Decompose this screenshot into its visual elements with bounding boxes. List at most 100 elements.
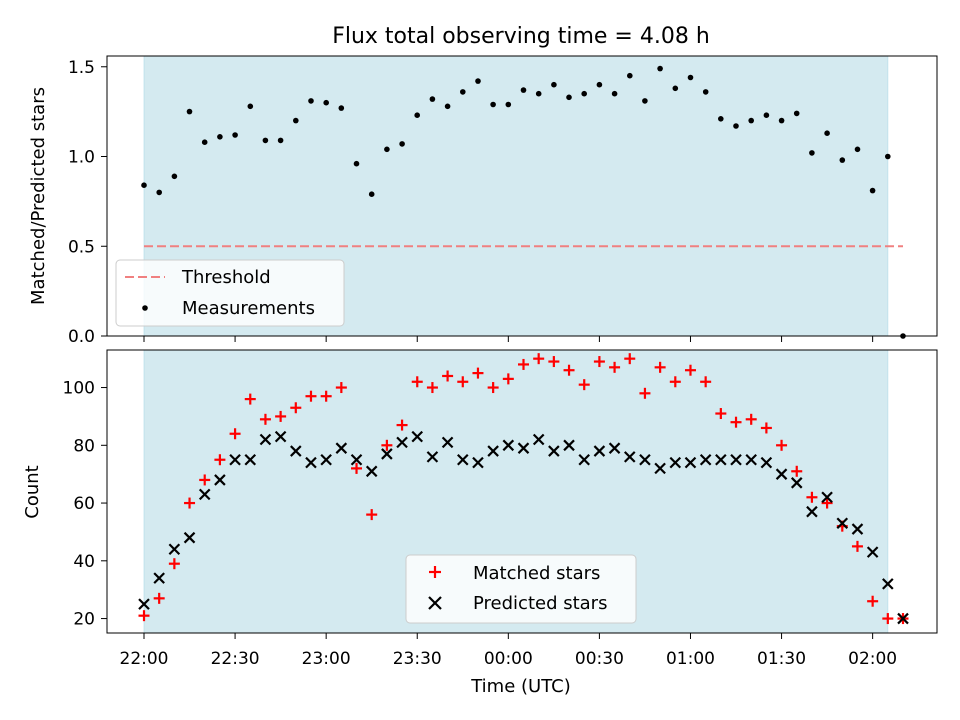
matched-star-point [867,595,879,607]
measurement-point [581,90,587,97]
x-tick-label: 01:30 [757,649,806,669]
predicted-star-point [593,445,606,457]
matched-star-point [533,353,545,365]
y-tick-label: 20 [73,610,95,630]
measurement-point [687,74,694,81]
predicted-star-point [699,453,712,466]
predicted-star-point [760,456,773,469]
predicted-star-point [532,433,545,446]
predicted-star-point [608,442,621,454]
measurement-point [323,99,330,106]
predicted-star-point [578,453,590,466]
measurement-point [824,130,830,136]
matched-star-point [745,413,757,425]
matched-star-point [730,416,742,428]
matched-star-point [639,387,651,399]
top-legend-box [115,259,345,327]
matched-star-point [791,465,803,477]
matched-star-point [654,361,666,373]
measurement-point [293,117,299,124]
predicted-star-point [882,578,894,590]
predicted-star-point [274,430,287,443]
predicted-star-point [730,453,742,466]
matched-star-point [244,393,256,405]
predicted-star-point [290,445,302,457]
predicted-star-point [350,453,363,466]
matched-star-point [882,613,894,625]
chart-title: Flux total observing time = 4.08 h [332,24,710,49]
measurement-point [611,90,618,97]
measurement-point [384,146,390,153]
measurement-point [277,137,284,144]
measurement-point [748,117,754,124]
predicted-star-point [821,491,833,504]
predicted-star-point [198,488,211,501]
predicted-star-point [320,453,332,466]
predicted-star-point [168,543,181,556]
predicted-star-point [654,462,666,475]
measurement-point [778,117,785,124]
matched-star-point [821,497,833,509]
legend-measurements-label: Measurements [182,298,315,319]
predicted-star-point [623,451,636,463]
measurement-point [217,134,223,140]
measurement-point [657,65,663,72]
predicted-star-point [684,456,697,469]
top-y-ticks: 0.0 0.5 1.0 1.5 [68,58,107,347]
measurement-point [672,85,679,92]
measurement-point [475,78,481,84]
measurement-point [885,153,891,160]
legend-threshold-label: Threshold [181,267,271,288]
predicted-star-point [639,453,651,466]
predicted-star-point [836,517,849,530]
predicted-star-point [866,546,879,558]
matched-star-point [320,390,332,402]
matched-star-point [715,408,727,420]
matched-stars-points [138,353,909,625]
predicted-star-point [502,439,515,452]
predicted-star-point [411,430,424,443]
x-tick-label: 01:00 [666,649,715,669]
matched-star-point [457,376,469,388]
legend-predicted-label: Predicted stars [473,593,607,614]
predicted-star-point [305,456,317,469]
matched-star-point [229,428,241,440]
measurement-point [793,110,800,117]
predicted-star-point [441,436,454,449]
matched-star-point [548,356,560,368]
matched-star-point [609,361,621,373]
y-tick-label: 60 [73,494,95,514]
measurement-point [460,89,466,95]
top-x-tick-marks [143,336,874,342]
x-tick-label: 00:00 [484,649,533,669]
predicted-star-point [472,456,484,469]
x-ticks: 22:00 22:30 23:00 23:30 00:00 00:30 01:00 01:30… [120,633,897,669]
x-tick-label: 00:30 [575,649,624,669]
x-tick-label: 23:00 [302,649,351,669]
legend-matched-swatch [429,566,441,578]
matched-star-point [487,382,499,394]
matched-star-point [396,419,408,431]
x-tick-label: 02:00 [848,649,897,669]
measurement-point [232,132,238,138]
measurement-point [247,103,254,110]
measurement-point [869,187,876,194]
matched-star-point [851,540,863,552]
predicted-star-point [669,456,682,469]
measurement-point [399,141,405,147]
measurement-point [535,90,542,97]
y-tick-label: 0.0 [68,327,95,347]
matched-star-point [184,497,196,509]
measurement-point [763,112,770,118]
measurement-point [201,139,208,145]
top-y-axis-label: Matched/Predicted stars [28,87,49,305]
matched-star-point [138,610,150,622]
measurement-point [262,137,269,144]
matched-star-point [578,379,590,391]
measurement-point [854,146,861,153]
predicted-star-point [244,453,257,466]
bottom-legend: Matched stars Predicted stars [405,554,637,624]
measurement-point [551,81,557,88]
matched-star-point [199,474,211,486]
